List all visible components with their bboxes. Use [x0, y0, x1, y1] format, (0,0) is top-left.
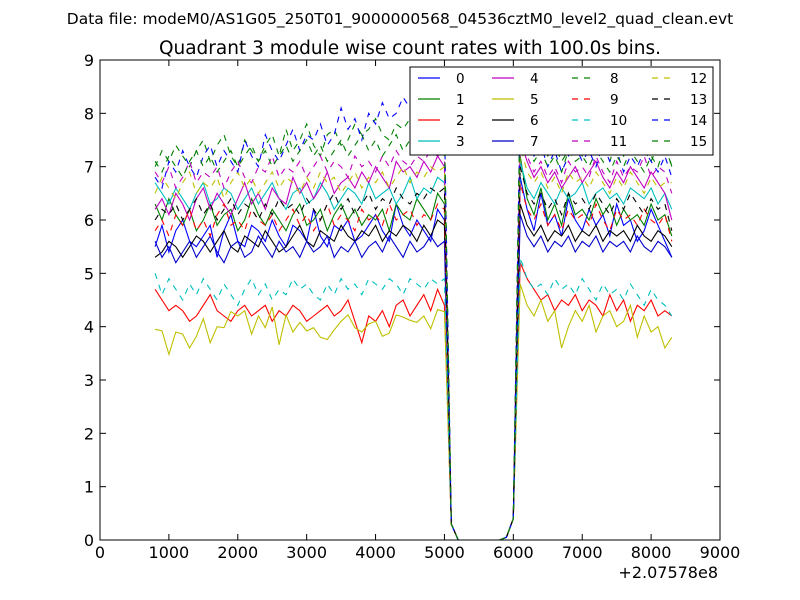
legend-label-7: 7: [530, 134, 539, 150]
y-tick-label: 7: [84, 158, 94, 177]
legend-label-11: 11: [610, 134, 627, 150]
chart-title: Quadrant 3 module wise count rates with …: [159, 38, 661, 59]
legend-label-9: 9: [610, 92, 619, 108]
series-line-2: [154, 262, 673, 540]
legend-label-1: 1: [456, 92, 465, 108]
y-tick-label: 9: [84, 51, 94, 70]
x-tick-label: 4000: [355, 543, 396, 562]
x-tick-label: 3000: [286, 543, 327, 562]
legend-label-14: 14: [690, 113, 707, 129]
x-tick-label: 6000: [493, 543, 534, 562]
legend-frame: [409, 66, 714, 156]
x-tick-label: 9000: [700, 543, 741, 562]
x-axis: 0 1000 2000 3000 4000 5000 6000 7000 8000 9000: [95, 60, 740, 562]
y-tick-label: 8: [84, 104, 94, 123]
legend-label-0: 0: [456, 71, 465, 87]
x-tick-label: 1000: [149, 543, 190, 562]
x-tick-label: 8000: [631, 543, 672, 562]
legend-label-2: 2: [456, 113, 465, 129]
axes-frame: [99, 59, 721, 541]
y-tick-label: 5: [84, 264, 94, 283]
legend-label-3: 3: [456, 134, 465, 150]
x-tick-label: 5000: [424, 543, 465, 562]
y-tick-label: 4: [84, 318, 94, 337]
series-line-5: [154, 283, 673, 540]
series-line-11: [154, 113, 673, 540]
legend-label-4: 4: [530, 71, 539, 87]
series-line-7: [154, 214, 673, 540]
y-tick-label: 1: [84, 478, 94, 497]
legend-label-10: 10: [610, 113, 627, 129]
legend-label-15: 15: [690, 134, 707, 150]
y-tick-label: 2: [84, 424, 94, 443]
legend-label-13: 13: [690, 92, 707, 108]
series-line-4: [154, 139, 673, 540]
series-line-12: [154, 145, 672, 540]
x-tick-label: 0: [95, 543, 105, 562]
y-tick-label: 6: [84, 211, 94, 230]
series-line-3: [154, 161, 673, 540]
legend-label-8: 8: [610, 71, 619, 87]
y-tick-label: 3: [84, 371, 94, 390]
data-file-header: Data file: modeM0/AS1G05_250T01_90000005…: [67, 10, 733, 29]
x-offset-label: +2.07578e8: [618, 563, 718, 582]
x-tick-label: 7000: [562, 543, 603, 562]
legend-label-5: 5: [530, 92, 539, 108]
legend-label-6: 6: [530, 113, 539, 129]
legend-label-12: 12: [690, 71, 707, 87]
x-tick-label: 2000: [217, 543, 258, 562]
y-tick-label: 0: [84, 531, 94, 550]
series-line-6: [154, 203, 673, 540]
series-line-9: [154, 182, 673, 540]
series-line-13: [154, 166, 673, 540]
